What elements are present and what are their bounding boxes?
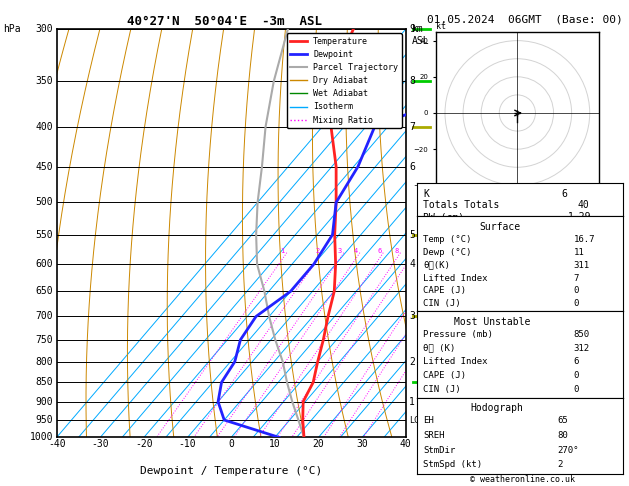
Text: 1.29: 1.29 — [567, 212, 591, 222]
Text: 40: 40 — [578, 200, 590, 210]
Text: 16.7: 16.7 — [574, 235, 595, 244]
Text: Dewpoint / Temperature (°C): Dewpoint / Temperature (°C) — [140, 466, 322, 476]
Text: 30: 30 — [356, 439, 368, 450]
Text: 7: 7 — [574, 274, 579, 282]
Text: 700: 700 — [35, 312, 53, 321]
Text: 40°27'N  50°04'E  -3m  ASL: 40°27'N 50°04'E -3m ASL — [127, 15, 323, 28]
Text: 20: 20 — [313, 439, 325, 450]
Text: LCL: LCL — [409, 416, 424, 424]
Text: 0: 0 — [574, 299, 579, 308]
Text: Mixing Ratio (g/kg): Mixing Ratio (g/kg) — [443, 177, 453, 289]
Text: 1: 1 — [409, 397, 415, 407]
Text: 8: 8 — [409, 76, 415, 87]
Text: 0: 0 — [574, 385, 579, 394]
Text: 7: 7 — [409, 122, 415, 132]
Text: 312: 312 — [574, 344, 590, 353]
Text: 3: 3 — [338, 248, 342, 254]
Text: 01.05.2024  06GMT  (Base: 00): 01.05.2024 06GMT (Base: 00) — [427, 15, 623, 25]
Text: 300: 300 — [35, 24, 53, 34]
Text: hPa: hPa — [3, 24, 21, 35]
Text: 4: 4 — [353, 248, 358, 254]
Text: 8: 8 — [394, 248, 399, 254]
Text: 450: 450 — [35, 162, 53, 172]
Text: Pressure (mb): Pressure (mb) — [423, 330, 493, 339]
Text: 650: 650 — [35, 286, 53, 296]
Text: 5: 5 — [409, 230, 415, 240]
Text: Surface: Surface — [479, 222, 520, 232]
Text: 270°: 270° — [557, 446, 579, 454]
Text: 350: 350 — [35, 76, 53, 87]
Text: 600: 600 — [35, 259, 53, 269]
Text: Temp (°C): Temp (°C) — [423, 235, 472, 244]
Text: © weatheronline.co.uk: © weatheronline.co.uk — [470, 474, 574, 484]
Text: 40: 40 — [400, 439, 411, 450]
Text: -20: -20 — [135, 439, 153, 450]
Text: 11: 11 — [574, 248, 584, 257]
Text: 6: 6 — [574, 357, 579, 366]
Text: 6: 6 — [409, 162, 415, 172]
Text: K: K — [423, 189, 429, 199]
Text: 65: 65 — [557, 416, 568, 425]
Text: 4: 4 — [409, 259, 415, 269]
Text: 2: 2 — [316, 248, 320, 254]
Text: Most Unstable: Most Unstable — [454, 317, 530, 327]
Text: θᴇ (K): θᴇ (K) — [423, 344, 455, 353]
Text: 80: 80 — [557, 431, 568, 440]
Text: 2: 2 — [557, 461, 563, 469]
Text: CAPE (J): CAPE (J) — [423, 371, 466, 380]
Text: Dewp (°C): Dewp (°C) — [423, 248, 472, 257]
Text: -10: -10 — [179, 439, 196, 450]
Text: EH: EH — [423, 416, 434, 425]
Text: 850: 850 — [574, 330, 590, 339]
Text: CIN (J): CIN (J) — [423, 385, 461, 394]
Text: CIN (J): CIN (J) — [423, 299, 461, 308]
Text: 2: 2 — [409, 357, 415, 367]
Text: Hodograph: Hodograph — [470, 403, 523, 413]
Text: 6: 6 — [562, 189, 567, 199]
Text: Totals Totals: Totals Totals — [423, 200, 499, 210]
Text: -30: -30 — [91, 439, 109, 450]
Text: 0: 0 — [574, 286, 579, 295]
Text: 9: 9 — [409, 24, 415, 34]
Text: Lifted Index: Lifted Index — [423, 274, 487, 282]
Text: 0: 0 — [574, 371, 579, 380]
Text: PW (cm): PW (cm) — [423, 212, 464, 222]
Text: StmSpd (kt): StmSpd (kt) — [423, 461, 482, 469]
Text: 0: 0 — [228, 439, 234, 450]
Text: km: km — [412, 24, 424, 35]
Text: 850: 850 — [35, 377, 53, 387]
Text: 500: 500 — [35, 197, 53, 208]
Text: CAPE (J): CAPE (J) — [423, 286, 466, 295]
Text: 400: 400 — [35, 122, 53, 132]
Text: 950: 950 — [35, 415, 53, 425]
Text: 800: 800 — [35, 357, 53, 367]
Text: ASL: ASL — [412, 36, 430, 47]
Text: 900: 900 — [35, 397, 53, 407]
Text: 311: 311 — [574, 261, 590, 270]
Text: 6: 6 — [377, 248, 381, 254]
Text: -40: -40 — [48, 439, 65, 450]
Text: 1000: 1000 — [30, 433, 53, 442]
Text: 750: 750 — [35, 335, 53, 345]
Text: Lifted Index: Lifted Index — [423, 357, 487, 366]
Text: 3: 3 — [409, 312, 415, 321]
Text: SREH: SREH — [423, 431, 445, 440]
Legend: Temperature, Dewpoint, Parcel Trajectory, Dry Adiabat, Wet Adiabat, Isotherm, Mi: Temperature, Dewpoint, Parcel Trajectory… — [287, 34, 401, 128]
Text: kt: kt — [436, 22, 446, 31]
Text: 10: 10 — [269, 439, 281, 450]
Text: 550: 550 — [35, 230, 53, 240]
Text: StmDir: StmDir — [423, 446, 455, 454]
Text: θᴇ(K): θᴇ(K) — [423, 261, 450, 270]
Text: 1: 1 — [281, 248, 285, 254]
